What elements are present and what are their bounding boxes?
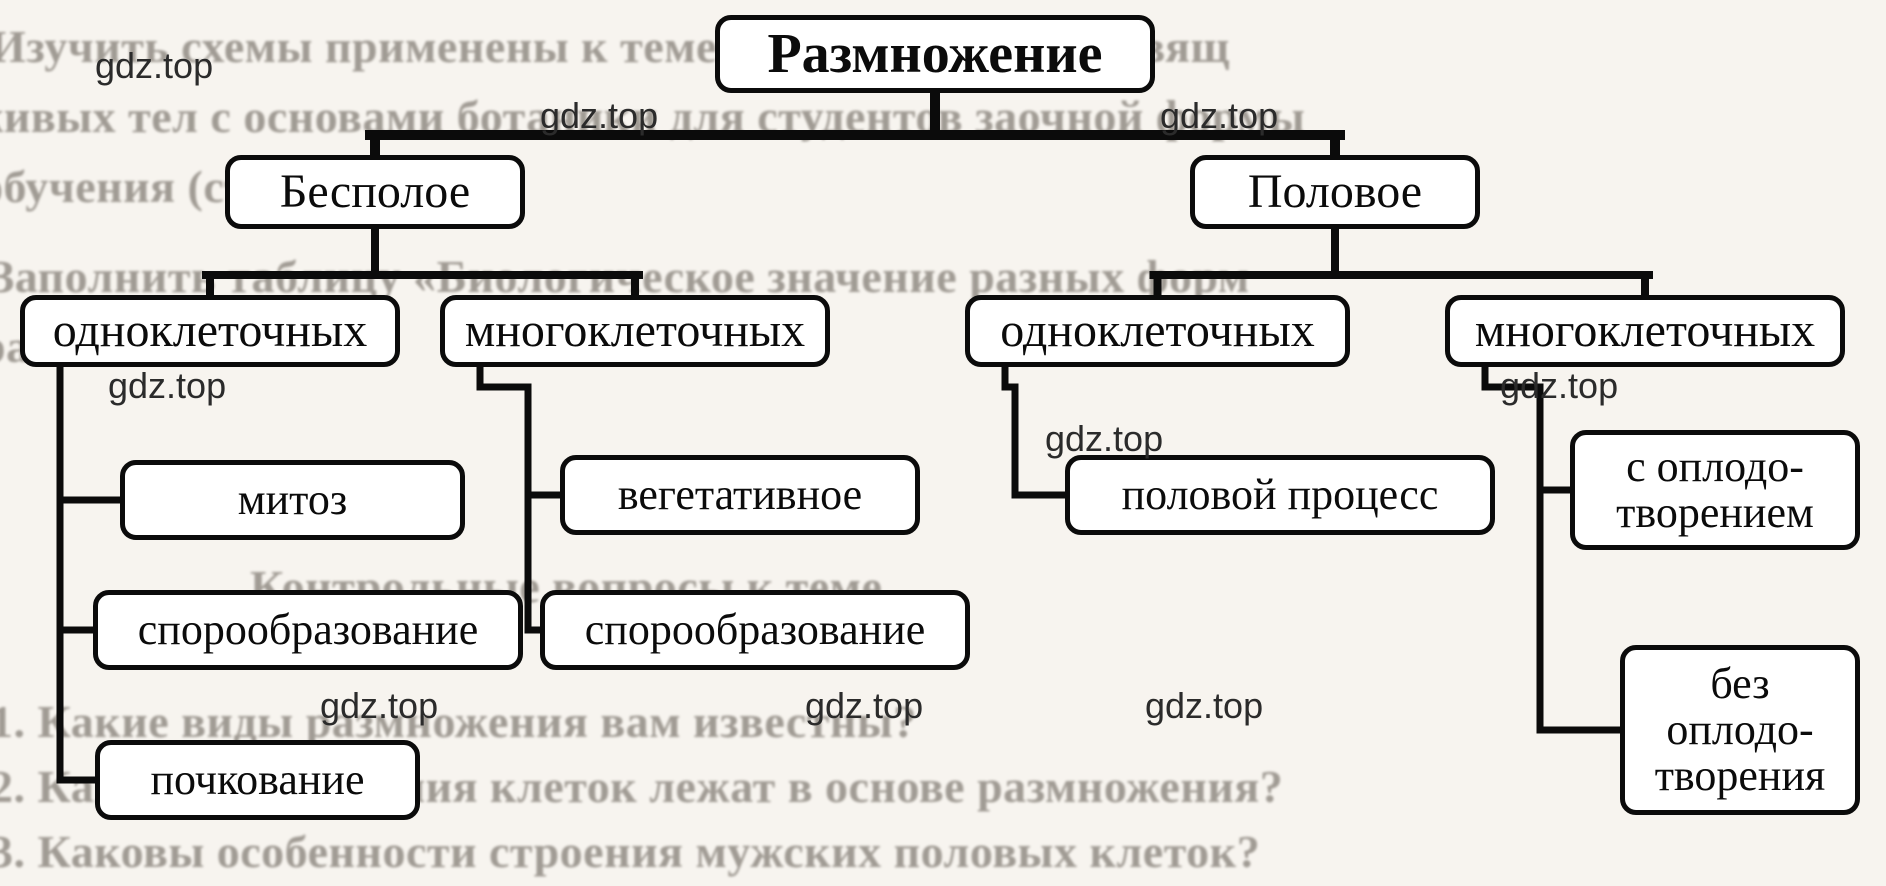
node-label: митоз	[238, 477, 347, 523]
node-label: вегетативное	[618, 472, 862, 518]
node-label: спорообразование	[585, 607, 925, 653]
node-label: спорообразование	[138, 607, 478, 653]
node-a_uni: одноклеточных	[20, 295, 400, 367]
node-a_multi: многоклеточных	[440, 295, 830, 367]
node-label: многоклеточных	[1475, 306, 1815, 356]
node-sporo1: спорообразование	[93, 590, 523, 670]
node-label: с оплодо- творением	[1616, 444, 1814, 536]
diagram-layer: Размножение Бесполое Половое одноклеточных м…	[0, 0, 1886, 886]
node-pochk: почкование	[95, 740, 420, 820]
node-s_uni: одноклеточных	[965, 295, 1350, 367]
node-fert: с оплодо- творением	[1570, 430, 1860, 550]
node-mitoz: митоз	[120, 460, 465, 540]
node-label: почкование	[150, 757, 364, 803]
node-root: Размножение	[715, 15, 1155, 93]
node-label: многоклеточных	[465, 306, 805, 356]
node-label: Бесполое	[280, 167, 470, 217]
node-label: одноклеточных	[1000, 306, 1314, 356]
node-sexual: Половое	[1190, 155, 1480, 229]
node-s_multi: многоклеточных	[1445, 295, 1845, 367]
node-nofert: без оплодо- творения	[1620, 645, 1860, 815]
node-label: без оплодо- творения	[1655, 661, 1826, 800]
node-veget: вегетативное	[560, 455, 920, 535]
node-label: одноклеточных	[53, 306, 367, 356]
node-label: Половое	[1248, 167, 1422, 217]
node-label: половой процесс	[1122, 472, 1439, 518]
node-asexual: Бесполое	[225, 155, 525, 229]
node-polproc: половой процесс	[1065, 455, 1495, 535]
node-label: Размножение	[767, 25, 1102, 84]
node-sporo2: спорообразование	[540, 590, 970, 670]
